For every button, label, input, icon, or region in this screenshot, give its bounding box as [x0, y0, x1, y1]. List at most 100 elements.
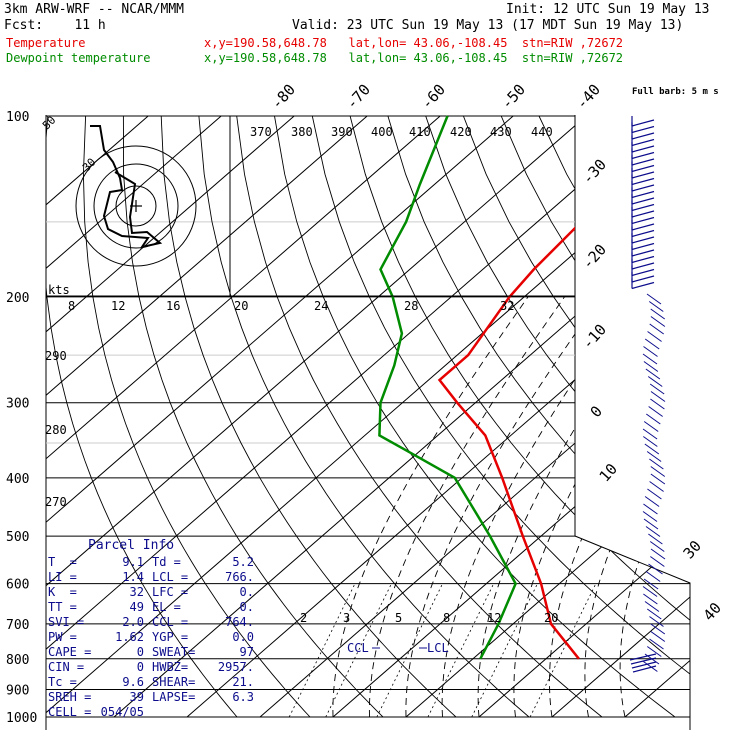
- wind-barb: [643, 421, 659, 432]
- mixing-ratio-label: 8: [443, 611, 450, 625]
- isotherm-line: [46, 115, 222, 718]
- pressure-label: 1000: [6, 711, 37, 726]
- inset-tick-label: 32: [500, 299, 514, 313]
- wind-barb: [631, 138, 655, 147]
- parcel-info-row: T = 9.1 Td = 5.2: [48, 555, 254, 570]
- wind-barb: [649, 616, 664, 627]
- wind-barb: [631, 158, 655, 166]
- wind-barb: [631, 275, 655, 283]
- wind-barb: [649, 541, 665, 552]
- mixing-ratio-label: 12: [487, 611, 501, 625]
- isotherm-label: -50: [498, 81, 530, 113]
- isotherm-line: [46, 115, 368, 718]
- parcel-info-cell: Tc =: [48, 675, 77, 689]
- isotherm-label: 0: [587, 402, 606, 421]
- parcel-info-cell: LI =: [48, 570, 77, 584]
- parcel-info-row: SREH = 39 LAPSE= 6.3: [48, 690, 254, 705]
- isotherm-line: [46, 115, 441, 718]
- wind-barb: [629, 653, 657, 661]
- parcel-info-cell: 1.4: [122, 570, 144, 584]
- parcel-info-row: CIN = 0 HWBZ= 2957.: [48, 660, 254, 675]
- moist-adiabat-line: [441, 296, 632, 718]
- dry-adiabat-line: [198, 115, 530, 718]
- isotherm-label: 30: [680, 537, 705, 562]
- wind-legend: Full barb: 5 m s: [632, 87, 719, 97]
- dry-adiabat-line: [728, 116, 740, 717]
- isotherm-line: [186, 115, 690, 718]
- forecast-hour: Fcst: 11 h: [4, 18, 106, 33]
- parcel-info-cell: CAPE =: [48, 645, 92, 659]
- isotherm-label: -80: [268, 81, 300, 113]
- inset-tick-label: 16: [166, 299, 180, 313]
- wind-barb: [642, 586, 658, 597]
- parcel-info-cell: TT =: [48, 600, 77, 614]
- pressure-label: 300: [6, 397, 29, 412]
- wind-barb: [646, 293, 662, 305]
- pressure-label: 100: [6, 110, 29, 125]
- isotherm-label: -30: [579, 156, 611, 188]
- wind-barb: [631, 229, 655, 238]
- parcel-info-cell: 764.: [225, 615, 254, 629]
- wind-barb: [631, 249, 655, 257]
- wind-barb: [631, 661, 657, 669]
- wind-barb: [631, 236, 655, 244]
- wind-barb: [631, 164, 655, 173]
- parcel-info-cell: 9.1: [122, 555, 144, 569]
- wind-barb: [631, 268, 655, 277]
- theta-label: 390: [331, 125, 353, 139]
- moist-adiabat-line: [584, 296, 690, 718]
- dewpoint-coords: x,y=190.58,648.78 lat,lon= 43.06,-108.45…: [204, 51, 624, 65]
- parcel-info-cell: K =: [48, 585, 77, 599]
- isotherm-label: -40: [573, 81, 605, 113]
- parcel-info-row: CELL = 054/05: [48, 705, 254, 720]
- dry-adiabat-line: [614, 115, 690, 718]
- pressure-label: 500: [6, 530, 29, 545]
- inset-tick-label: 24: [314, 299, 328, 313]
- pressure-label: 700: [6, 618, 29, 633]
- isotherm-line: [332, 115, 690, 718]
- moist-adiabat-line: [332, 296, 529, 718]
- theta-label: 430: [490, 125, 512, 139]
- wind-barb: [650, 398, 665, 410]
- wind-barb: [642, 511, 658, 522]
- wind-barb: [650, 623, 666, 635]
- parcel-info-cell: SVI =: [48, 615, 85, 629]
- parcel-info-cell: LAPSE=: [152, 690, 196, 704]
- wind-barb: [650, 548, 666, 560]
- wind-barb: [648, 301, 664, 312]
- wind-barb: [631, 203, 655, 212]
- wind-barb: [650, 391, 666, 402]
- dry-adiabat-line: [236, 115, 603, 718]
- theta-label: 400: [371, 125, 393, 139]
- isotherm-label: -70: [343, 81, 375, 113]
- dry-adiabat-line: [349, 115, 690, 718]
- parcel-info-cell: 766.: [225, 570, 254, 584]
- parcel-info-panel: Parcel Info T = 9.1 Td = 5.2 LI = 1.4 LCL = 766.…: [48, 538, 254, 720]
- wind-barb: [631, 281, 655, 290]
- wind-barb: [648, 563, 663, 575]
- dry-adiabat-line: [122, 115, 384, 718]
- moist-adiabat-line: [405, 296, 602, 718]
- lcl-label: LCL: [427, 641, 449, 655]
- parcel-info-cell: Td =: [152, 555, 181, 569]
- parcel-info-cell: SWEAT=: [152, 645, 196, 659]
- mixing-ratio-label: 20: [544, 611, 558, 625]
- dewpoint-trace: [378, 115, 517, 660]
- parcel-info-cell: 6.3: [232, 690, 254, 704]
- hodograph-ring: [115, 185, 157, 227]
- parcel-info-cell: LFC =: [152, 585, 189, 599]
- wind-barb: [630, 657, 657, 665]
- wind-barb: [648, 533, 663, 545]
- dry-adiabat-line: [46, 115, 238, 718]
- inset-tick-label: 12: [111, 299, 125, 313]
- wind-barb: [644, 443, 660, 455]
- wind-barb: [631, 262, 655, 270]
- wind-barb: [631, 216, 655, 225]
- parcel-info-cell: 1.62: [115, 630, 144, 644]
- wind-barb: [644, 601, 660, 612]
- wind-barb: [631, 177, 655, 186]
- wind-barb: [643, 436, 658, 447]
- dry-adiabat-line: [652, 115, 690, 718]
- chart-right-border-lower: [574, 535, 691, 730]
